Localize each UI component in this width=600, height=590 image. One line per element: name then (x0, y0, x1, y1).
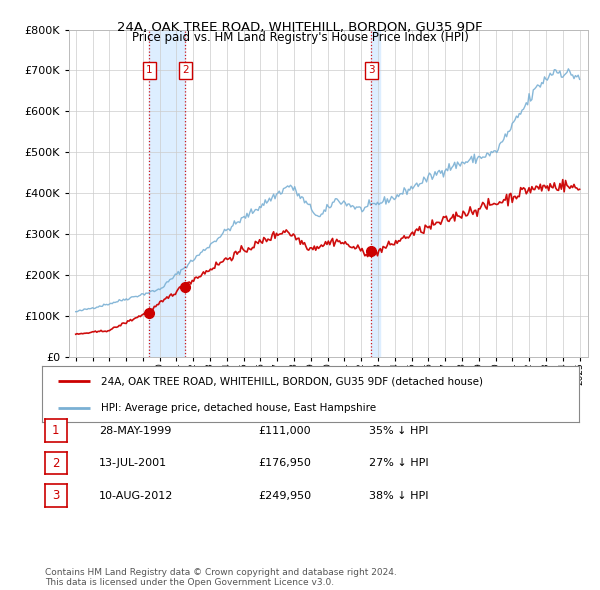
Text: 27% ↓ HPI: 27% ↓ HPI (369, 458, 428, 468)
Text: £111,000: £111,000 (258, 426, 311, 435)
Text: Contains HM Land Registry data © Crown copyright and database right 2024.
This d: Contains HM Land Registry data © Crown c… (45, 568, 397, 587)
Text: 2: 2 (182, 65, 189, 76)
Text: 35% ↓ HPI: 35% ↓ HPI (369, 426, 428, 435)
Text: £249,950: £249,950 (258, 491, 311, 500)
Bar (371, 30, 380, 357)
Text: 1: 1 (146, 65, 152, 76)
Text: 3: 3 (368, 65, 375, 76)
Text: £176,950: £176,950 (258, 458, 311, 468)
Text: 28-MAY-1999: 28-MAY-1999 (99, 426, 172, 435)
Text: 2: 2 (52, 457, 59, 470)
Text: 38% ↓ HPI: 38% ↓ HPI (369, 491, 428, 500)
Bar (149, 30, 185, 357)
Text: 1: 1 (52, 424, 59, 437)
Text: 24A, OAK TREE ROAD, WHITEHILL, BORDON, GU35 9DF (detached house): 24A, OAK TREE ROAD, WHITEHILL, BORDON, G… (101, 376, 483, 386)
Text: 10-AUG-2012: 10-AUG-2012 (99, 491, 173, 500)
Text: HPI: Average price, detached house, East Hampshire: HPI: Average price, detached house, East… (101, 403, 376, 413)
Text: Price paid vs. HM Land Registry's House Price Index (HPI): Price paid vs. HM Land Registry's House … (131, 31, 469, 44)
Text: 24A, OAK TREE ROAD, WHITEHILL, BORDON, GU35 9DF: 24A, OAK TREE ROAD, WHITEHILL, BORDON, G… (117, 21, 483, 34)
Text: 13-JUL-2001: 13-JUL-2001 (99, 458, 167, 468)
Text: 3: 3 (52, 489, 59, 502)
